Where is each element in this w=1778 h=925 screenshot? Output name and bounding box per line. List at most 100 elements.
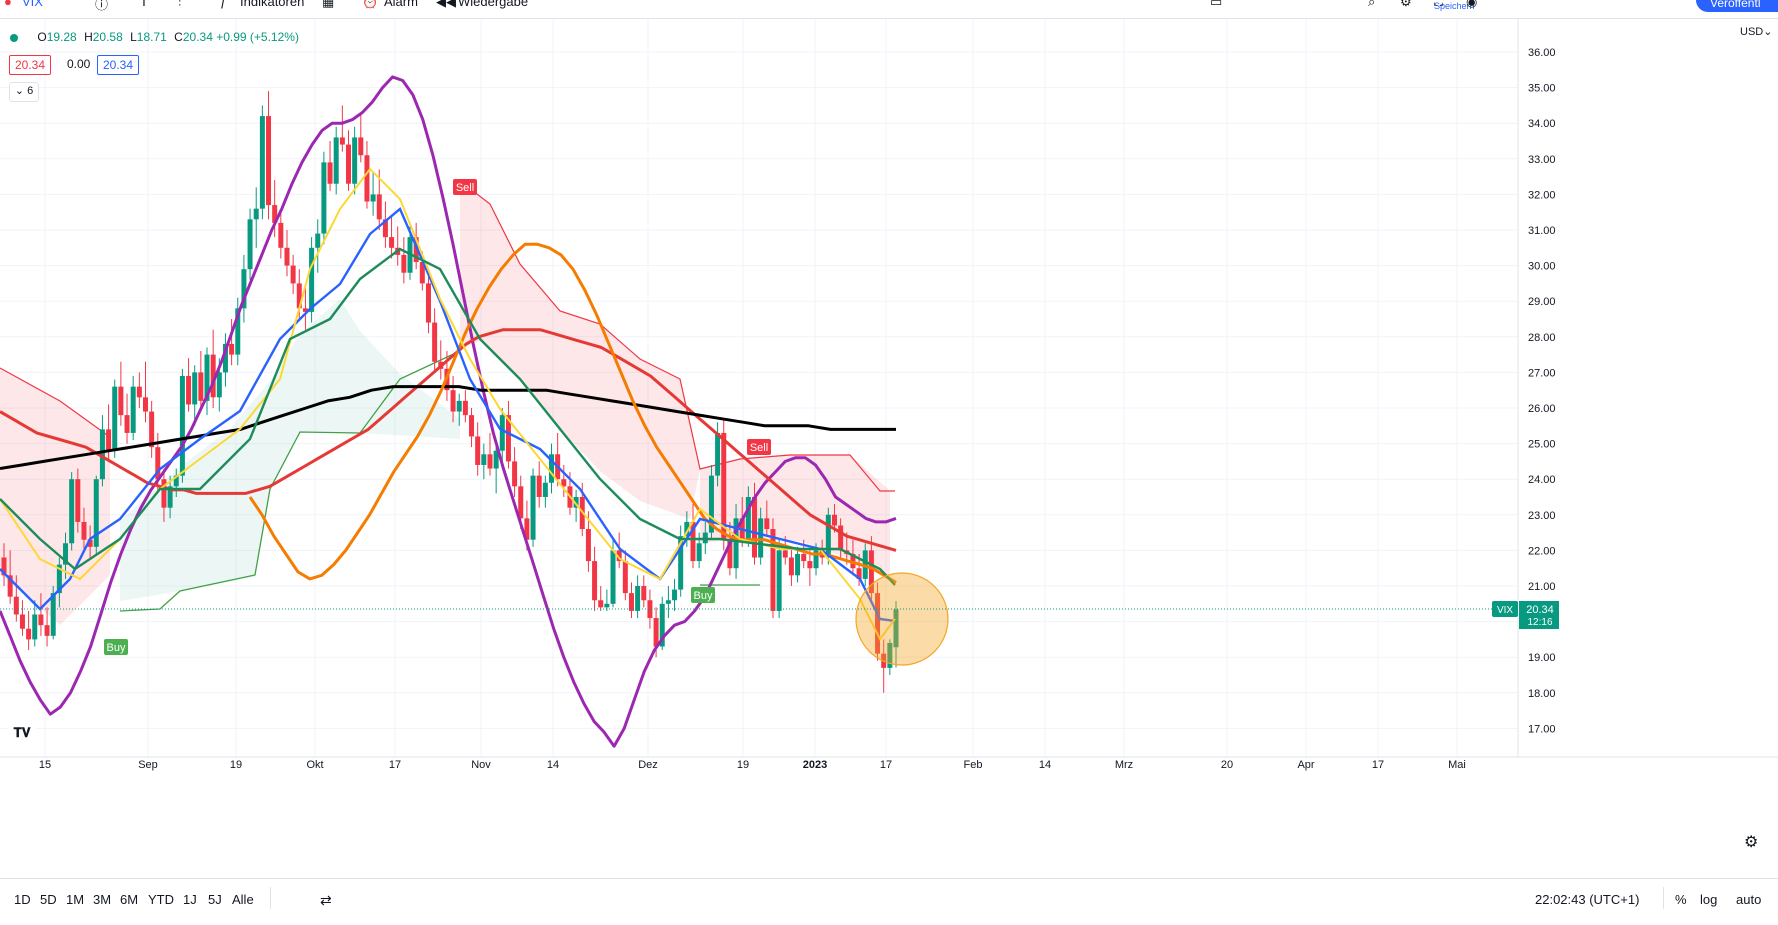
candle [124,393,130,444]
price-axis[interactable]: 36.00 35.00 34.00 33.00 32.00 31.00 30.00 29.00… [1528,47,1556,735]
candle [604,589,610,611]
layouts-icon[interactable]: ▦ [322,0,335,9]
range-1d-button[interactable]: 1D [14,892,31,907]
publish-button[interactable]: Veröffentl [1696,0,1778,12]
chart-settings-icon[interactable]: ⚙ [1744,834,1759,851]
time-tick-label: Mrz [1115,759,1133,771]
divider [270,887,271,909]
range-3m-button[interactable]: 3M [93,892,112,907]
candle [795,546,801,583]
price-tick-label: 30.00 [1528,261,1556,273]
price-tick-label: 28.00 [1528,332,1556,344]
range-1m-button[interactable]: 1M [66,892,85,907]
candle [186,358,192,412]
range-6m-button[interactable]: 6M [120,892,139,907]
range-ytd-button[interactable]: YTD [148,892,174,907]
range-5y-button[interactable]: 5J [208,892,222,907]
candle [672,578,678,611]
gear-icon[interactable]: ⚙ [1400,0,1412,9]
candle [32,600,38,647]
candle [327,141,333,191]
candle [505,400,511,469]
candle [708,464,714,540]
cloud-red-line-2 [459,180,895,492]
price-tick-label: 18.00 [1528,688,1556,700]
tradingview-logo-icon[interactable]: 𝐓𝐕 [8,723,36,743]
candle [179,368,185,483]
open-label: O [37,30,47,44]
cloud-green-line [119,350,461,612]
candle [493,443,499,494]
change-value: +0.99 (+5.12%) [216,30,299,44]
time-tick-label: 17 [1372,759,1384,771]
fullscreen-icon[interactable]: ⛶ [1434,0,1444,9]
countdown-text: 12:16 [1527,617,1552,628]
candle [235,297,241,366]
candle [198,351,204,408]
candle [536,461,542,508]
search-icon[interactable]: ⌕ [1368,0,1376,9]
price-tick-label: 22.00 [1528,545,1556,557]
signal-markers: Sell Buy Buy Sell [104,179,771,655]
range-all-button[interactable]: Alle [232,892,254,907]
info-icon[interactable]: ⓘ [95,0,109,12]
candle [345,130,351,191]
candle [19,600,25,636]
layout-icon[interactable]: ▭ [1210,0,1223,9]
alert-button[interactable]: Alarm [384,0,418,9]
chevron-down-icon: ⌄ [14,85,28,97]
sell-signal-marker: Sell [453,179,477,195]
indicators-button[interactable]: Indikatoren [240,0,305,9]
interval-button[interactable]: T [140,0,148,9]
ohlc-legend: O19.28 H20.58 L18.71 C20.34 +0.99 (+5.12… [10,30,299,44]
price-chart[interactable]: Sell Buy Buy Sell 36.00 35.00 34.00 33.00 32.00… [0,19,1778,877]
calendar-icon[interactable]: ⇄ [320,892,332,908]
high-value: 20.58 [92,30,123,44]
candle [339,105,345,152]
log-toggle[interactable]: log [1700,892,1718,907]
candle [26,610,32,651]
candle [665,586,671,619]
candle [425,272,431,334]
bid-price-button[interactable]: 20.34 [9,55,52,75]
candle [764,500,770,537]
currency-selector[interactable]: USD⌄ [1740,25,1772,38]
candle [456,393,462,426]
candle [229,319,235,366]
chart-type-icon[interactable]: ⫶ [178,0,182,9]
replay-button[interactable]: Wiedergabe [458,0,529,9]
clock[interactable]: 22:02:43 (UTC+1) [1535,892,1640,907]
candle [542,475,548,508]
candle [549,443,555,494]
buy-signal-marker: Buy [104,639,128,655]
symbol-tag-text: VIX [1497,605,1513,616]
svg-text:Buy: Buy [694,590,713,602]
candle [87,525,93,558]
auto-toggle[interactable]: auto [1736,892,1762,907]
replay-icon: ◀◀ [436,0,456,9]
candle [616,532,622,569]
indicator-series-line [0,75,897,748]
symbol-button[interactable]: VIX [22,0,43,9]
candle [358,112,364,163]
price-tick-label: 33.00 [1528,154,1556,166]
candle [1,543,7,586]
price-tick-label: 36.00 [1528,47,1556,59]
percent-toggle[interactable]: % [1675,892,1687,907]
save-button[interactable]: Speichern [1434,1,1475,11]
time-tick-label: Okt [306,759,323,771]
candle [44,607,50,647]
candle [592,546,598,611]
candle [481,443,487,480]
candle [302,286,308,330]
candle [875,582,881,661]
time-axis[interactable]: 15 Sep 19 Okt 17 Nov 14 Dez 19 2023 17 Feb 14 Mrz 20 Ap… [39,759,1466,771]
time-tick-label: Nov [471,759,491,771]
indicators-toggle[interactable]: ⌄ 6 [9,82,39,102]
candle [776,539,782,619]
range-5d-button[interactable]: 5D [40,892,57,907]
ask-price-button[interactable]: 20.34 [97,55,140,75]
camera-icon[interactable]: ◉ [1466,0,1478,9]
range-1y-button[interactable]: 1J [183,892,197,907]
candle [585,511,591,572]
